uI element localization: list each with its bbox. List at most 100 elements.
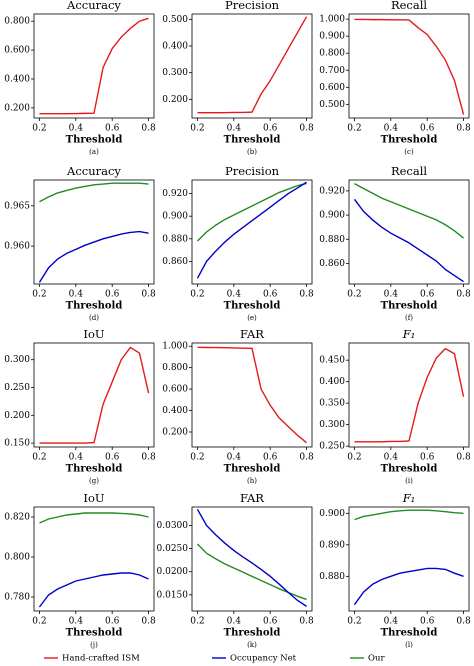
- chart-title: IoU: [83, 327, 104, 341]
- y-tick-label: 0.150: [4, 439, 30, 449]
- y-tick-label: 0.250: [319, 442, 345, 452]
- x-tick-label: 0.2: [32, 290, 46, 300]
- y-tick-label: 0.0250: [157, 544, 189, 554]
- chart-title: IoU: [83, 491, 104, 505]
- x-axis-label: Threshold: [66, 464, 123, 475]
- data-line: [38, 230, 149, 283]
- legend-label: Hand-crafted ISM: [62, 654, 140, 664]
- x-tick-label: 0.2: [32, 617, 46, 627]
- data-line: [39, 512, 149, 524]
- x-tick-label: 0.6: [420, 453, 435, 463]
- data-line: [38, 572, 149, 608]
- x-tick-label: 0.6: [105, 453, 120, 463]
- y-tick-label: 0.800: [319, 49, 345, 59]
- chart-title: FAR: [240, 327, 264, 341]
- sublabel: (a): [89, 148, 99, 156]
- legend-label: Our: [368, 654, 385, 664]
- data-line: [196, 182, 307, 242]
- y-tick-label: 0.300: [162, 68, 188, 78]
- x-axis-label: Threshold: [224, 135, 281, 146]
- y-tick-label: 0.960: [4, 242, 30, 252]
- y-tick-label: 0.900: [319, 509, 345, 519]
- axes-frame: [33, 13, 155, 119]
- y-tick-label: 0.880: [319, 235, 345, 245]
- sublabel: (j): [90, 641, 98, 649]
- y-tick-label: 0.600: [319, 83, 345, 93]
- y-tick-label: 0.0200: [157, 567, 189, 577]
- y-tick-label: 0.880: [319, 572, 345, 582]
- x-tick-label: 0.4: [227, 290, 242, 300]
- x-tick-label: 0.8: [141, 617, 156, 627]
- y-tick-label: 0.900: [319, 211, 345, 221]
- data-line: [353, 567, 464, 606]
- x-axis-label: Threshold: [224, 464, 281, 475]
- x-tick-label: 0.4: [384, 617, 399, 627]
- sublabel: (i): [405, 477, 413, 485]
- chart-title: Recall: [391, 164, 427, 178]
- y-tick-label: 0.880: [162, 234, 188, 244]
- chart-title: Precision: [225, 0, 280, 12]
- chart-title: Accuracy: [66, 0, 121, 12]
- y-tick-label: 0.250: [4, 383, 30, 393]
- x-tick-label: 0.2: [347, 290, 361, 300]
- x-tick-label: 0.2: [190, 124, 204, 134]
- x-tick-label: 0.4: [384, 290, 399, 300]
- data-line: [354, 347, 465, 443]
- data-line: [354, 509, 464, 521]
- data-line: [197, 346, 307, 444]
- y-tick-label: 0.400: [319, 377, 345, 387]
- x-tick-label: 0.4: [69, 290, 84, 300]
- x-tick-label: 0.4: [227, 617, 242, 627]
- axes-frame: [348, 506, 470, 612]
- data-line: [197, 16, 308, 114]
- axes-frame: [191, 342, 313, 448]
- axes-frame: [33, 342, 155, 448]
- x-tick-label: 0.8: [299, 290, 314, 300]
- x-tick-label: 0.2: [190, 453, 204, 463]
- data-line: [353, 198, 464, 283]
- x-tick-label: 0.6: [105, 124, 120, 134]
- x-tick-label: 0.2: [347, 124, 361, 134]
- y-tick-label: 0.820: [4, 513, 30, 523]
- x-tick-label: 0.8: [299, 124, 314, 134]
- data-line: [196, 543, 307, 601]
- sublabel: (l): [405, 641, 413, 649]
- x-tick-label: 0.8: [141, 124, 156, 134]
- y-tick-label: 0.600: [162, 385, 188, 395]
- chart-title: Accuracy: [66, 164, 121, 178]
- axes-frame: [348, 13, 470, 119]
- y-tick-label: 0.200: [162, 95, 188, 105]
- x-tick-label: 0.2: [190, 290, 204, 300]
- y-tick-label: 0.800: [162, 363, 188, 373]
- data-line: [196, 508, 307, 607]
- y-tick-label: 0.300: [4, 355, 30, 365]
- chart-title: Recall: [391, 0, 427, 12]
- y-tick-label: 0.200: [162, 427, 188, 437]
- data-line: [354, 183, 464, 239]
- y-tick-label: 0.890: [319, 540, 345, 550]
- sublabel: (e): [247, 314, 257, 322]
- data-line: [196, 181, 307, 279]
- y-tick-label: 0.0300: [157, 521, 189, 531]
- x-axis-label: Threshold: [381, 464, 438, 475]
- x-tick-label: 0.6: [263, 124, 278, 134]
- x-tick-label: 0.8: [456, 453, 471, 463]
- y-tick-label: 0.400: [162, 42, 188, 52]
- x-tick-label: 0.8: [456, 617, 471, 627]
- sublabel: (b): [247, 148, 257, 156]
- x-tick-label: 0.8: [141, 290, 156, 300]
- y-tick-label: 0.860: [162, 257, 188, 267]
- chart-title: Precision: [225, 164, 280, 178]
- x-tick-label: 0.4: [227, 453, 242, 463]
- axes-frame: [191, 506, 313, 612]
- x-tick-label: 0.4: [69, 453, 84, 463]
- y-tick-label: 1.000: [319, 15, 345, 25]
- y-tick-label: 0.500: [162, 15, 188, 25]
- x-tick-label: 0.4: [69, 617, 84, 627]
- x-axis-label: Threshold: [381, 135, 438, 146]
- y-tick-label: 0.920: [162, 189, 188, 199]
- x-axis-label: Threshold: [224, 301, 281, 312]
- axes-frame: [348, 342, 470, 448]
- x-axis-label: Threshold: [224, 628, 281, 639]
